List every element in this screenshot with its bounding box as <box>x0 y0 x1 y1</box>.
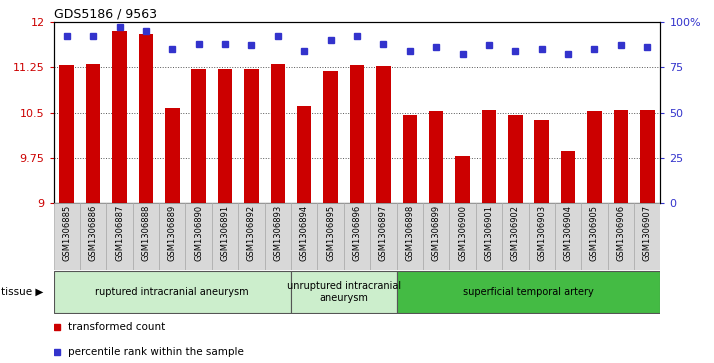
Bar <box>165 108 179 203</box>
Text: GSM1306903: GSM1306903 <box>537 205 546 261</box>
Bar <box>133 203 159 270</box>
Text: GSM1306889: GSM1306889 <box>168 205 177 261</box>
Bar <box>54 203 80 270</box>
Text: superficial temporal artery: superficial temporal artery <box>463 287 594 297</box>
Bar <box>403 115 417 203</box>
Bar <box>80 203 106 270</box>
Bar <box>112 31 127 203</box>
Bar <box>581 203 608 270</box>
Text: GSM1306893: GSM1306893 <box>273 205 282 261</box>
Bar <box>350 65 364 203</box>
Text: percentile rank within the sample: percentile rank within the sample <box>68 347 243 356</box>
Text: GSM1306895: GSM1306895 <box>326 205 335 261</box>
Text: GSM1306894: GSM1306894 <box>300 205 308 261</box>
Text: GSM1306891: GSM1306891 <box>221 205 230 261</box>
Text: GSM1306900: GSM1306900 <box>458 205 467 261</box>
Text: GSM1306901: GSM1306901 <box>484 205 493 261</box>
Bar <box>608 203 634 270</box>
Text: GSM1306892: GSM1306892 <box>247 205 256 261</box>
Bar <box>528 203 555 270</box>
Bar <box>291 271 396 313</box>
Text: GSM1306887: GSM1306887 <box>115 205 124 261</box>
Bar <box>59 65 74 203</box>
Bar <box>344 203 370 270</box>
Bar <box>244 69 258 203</box>
Bar <box>449 203 476 270</box>
Bar <box>508 115 523 203</box>
Text: tissue ▶: tissue ▶ <box>1 287 44 297</box>
Bar <box>476 203 502 270</box>
Bar <box>560 151 575 203</box>
Bar <box>291 203 318 270</box>
Bar <box>212 203 238 270</box>
Bar <box>456 156 470 203</box>
Bar <box>587 111 602 203</box>
Bar <box>613 110 628 203</box>
Text: GSM1306896: GSM1306896 <box>353 205 361 261</box>
Bar <box>502 203 528 270</box>
Bar <box>139 34 154 203</box>
Text: GSM1306885: GSM1306885 <box>62 205 71 261</box>
Bar <box>376 66 391 203</box>
Text: transformed count: transformed count <box>68 322 165 332</box>
Text: GSM1306888: GSM1306888 <box>141 205 151 261</box>
Text: unruptured intracranial
aneurysm: unruptured intracranial aneurysm <box>287 281 401 303</box>
Bar <box>535 120 549 203</box>
Bar <box>191 69 206 203</box>
Bar <box>297 106 311 203</box>
Text: GSM1306897: GSM1306897 <box>379 205 388 261</box>
Bar <box>396 271 660 313</box>
Bar <box>106 203 133 270</box>
Bar <box>318 203 344 270</box>
Text: GSM1306898: GSM1306898 <box>406 205 414 261</box>
Text: GSM1306905: GSM1306905 <box>590 205 599 261</box>
Text: GSM1306902: GSM1306902 <box>511 205 520 261</box>
Bar <box>86 64 101 203</box>
Text: GSM1306904: GSM1306904 <box>563 205 573 261</box>
Text: GSM1306886: GSM1306886 <box>89 205 98 261</box>
Text: GSM1306907: GSM1306907 <box>643 205 652 261</box>
Bar <box>429 111 443 203</box>
Bar <box>323 72 338 203</box>
Bar <box>423 203 449 270</box>
Bar <box>396 203 423 270</box>
Text: GSM1306890: GSM1306890 <box>194 205 203 261</box>
Bar <box>265 203 291 270</box>
Bar <box>271 64 285 203</box>
Bar <box>370 203 396 270</box>
Bar <box>186 203 212 270</box>
Text: GDS5186 / 9563: GDS5186 / 9563 <box>54 8 156 21</box>
Bar <box>482 110 496 203</box>
Text: ruptured intracranial aneurysm: ruptured intracranial aneurysm <box>96 287 249 297</box>
Bar <box>634 203 660 270</box>
Text: GSM1306899: GSM1306899 <box>432 205 441 261</box>
Bar <box>640 110 655 203</box>
Text: GSM1306906: GSM1306906 <box>616 205 625 261</box>
Bar <box>238 203 265 270</box>
Bar <box>54 271 291 313</box>
Bar <box>218 69 232 203</box>
Bar <box>159 203 186 270</box>
Bar <box>555 203 581 270</box>
